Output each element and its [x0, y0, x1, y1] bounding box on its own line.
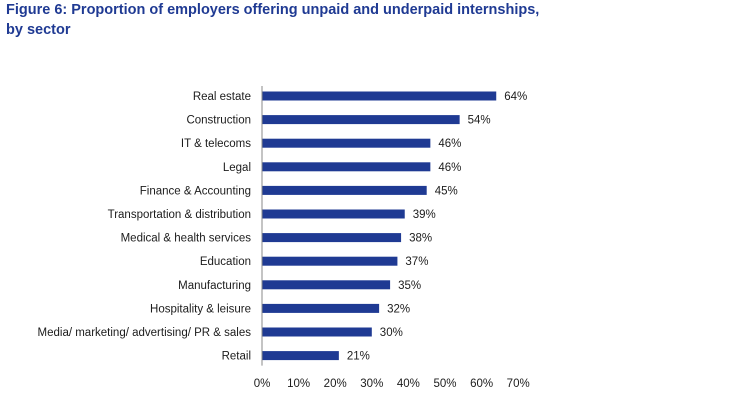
x-tick-label: 0%	[254, 378, 271, 390]
x-tick-label: 60%	[470, 378, 493, 390]
bar	[262, 91, 497, 101]
data-label: 39%	[413, 209, 436, 221]
category-label: Transportation & distribution	[108, 209, 251, 221]
chart-title-line-1: Figure 6: Proportion of employers offeri…	[6, 2, 540, 18]
category-label: Legal	[223, 162, 251, 174]
x-tick-label: 10%	[287, 378, 310, 390]
x-tick-label: 50%	[433, 378, 456, 390]
category-label: Manufacturing	[178, 280, 251, 292]
bar	[262, 138, 431, 148]
category-label: Real estate	[193, 91, 251, 103]
x-tick-label: 40%	[397, 378, 420, 390]
bar	[262, 327, 372, 337]
chart-title: Figure 6: Proportion of employers offeri…	[6, 0, 706, 40]
category-label: Hospitality & leisure	[150, 303, 251, 315]
category-label: Finance & Accounting	[140, 185, 251, 197]
bar	[262, 185, 427, 195]
data-label: 54%	[468, 115, 491, 127]
category-label: Retail	[222, 351, 251, 363]
category-label: IT & telecoms	[181, 138, 251, 150]
data-label: 32%	[387, 303, 410, 315]
data-label: 45%	[435, 185, 458, 197]
data-label: 46%	[438, 138, 461, 150]
category-label: Education	[200, 256, 251, 268]
bar	[262, 233, 402, 243]
category-label: Medical & health services	[121, 233, 252, 245]
bar	[262, 280, 391, 290]
bar	[262, 256, 398, 266]
category-label: Construction	[186, 115, 251, 127]
bar	[262, 209, 405, 219]
x-tick-label: 70%	[507, 378, 530, 390]
chart-title-line-2: by sector	[6, 22, 71, 38]
bar	[262, 162, 431, 172]
bar	[262, 115, 460, 125]
data-label: 64%	[504, 91, 527, 103]
data-label: 38%	[409, 233, 432, 245]
data-label: 37%	[405, 256, 428, 268]
bar	[262, 303, 380, 313]
data-label: 35%	[398, 280, 421, 292]
data-label: 21%	[347, 351, 370, 363]
x-tick-label: 20%	[324, 378, 347, 390]
bar	[262, 351, 339, 361]
data-label: 46%	[438, 162, 461, 174]
x-tick-label: 30%	[360, 378, 383, 390]
data-label: 30%	[380, 327, 403, 339]
category-label: Media/ marketing/ advertising/ PR & sale…	[38, 327, 252, 339]
